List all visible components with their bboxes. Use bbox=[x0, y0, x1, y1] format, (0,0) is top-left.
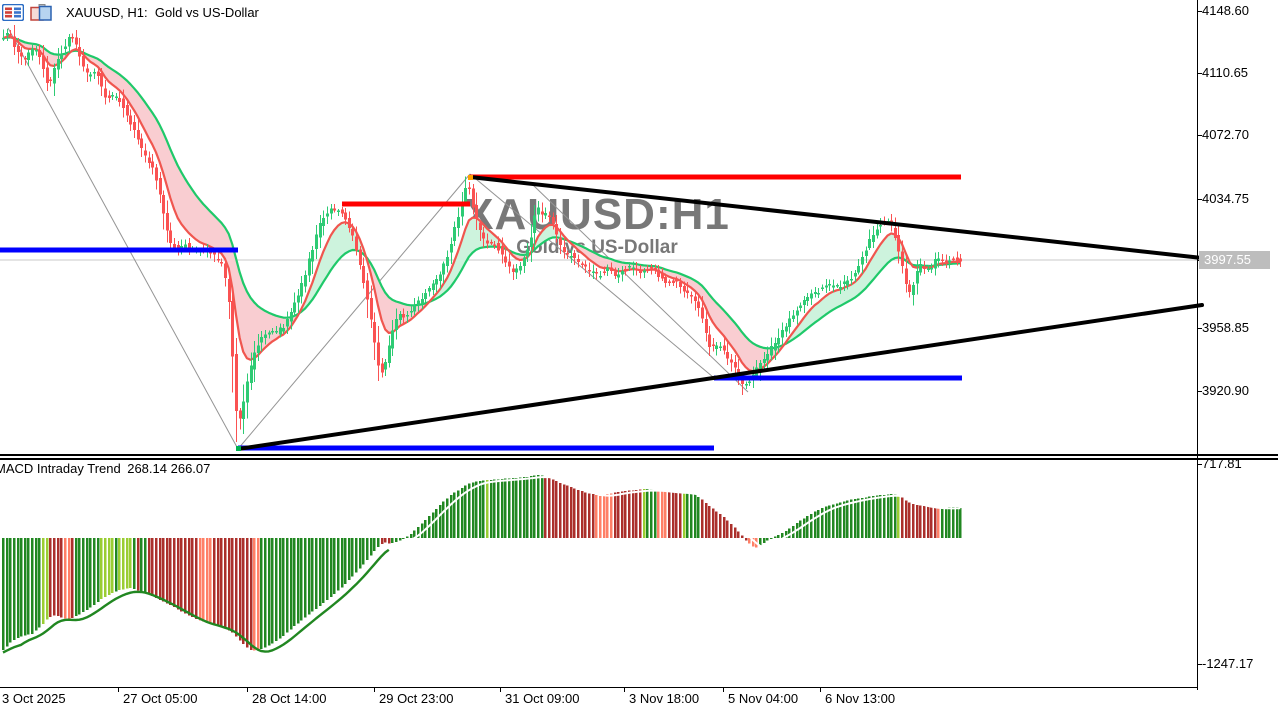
watermark-description: Gold vs US-Dollar bbox=[516, 237, 678, 258]
